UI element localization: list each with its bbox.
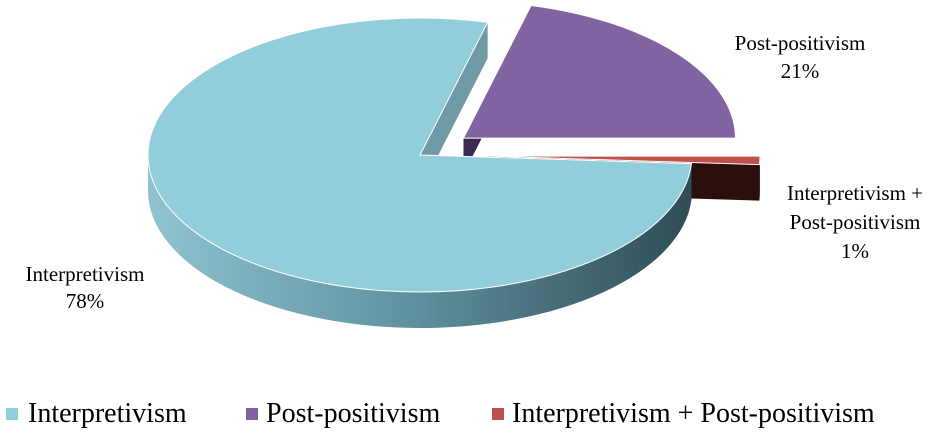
label-combined-name-line2: Post-positivism (790, 210, 921, 234)
slice-interpretivism-post-positivism (487, 155, 761, 166)
label-combined-value: 1% (841, 239, 869, 263)
slice-inner-wall-0 (420, 22, 488, 191)
slice-interpretivism (147, 17, 693, 293)
label-post-positivism-value: 21% (781, 59, 820, 83)
legend-label-interpretivism: Interpretivism (28, 398, 187, 429)
legend: Interpretivism Post-positivism Interpret… (6, 398, 875, 429)
legend-swatch-post-positivism (246, 408, 258, 420)
label-interpretivism-value: 78% (66, 289, 105, 313)
legend-label-interpretivism-post-positivism: Interpretivism + Post-positivism (512, 398, 875, 429)
slice-post-positivism (462, 4, 736, 139)
pie-slices (147, 4, 761, 328)
label-interpretivism-post-positivism: Interpretivism + Post-positivism 1% (787, 181, 923, 263)
label-combined-name-line1: Interpretivism + (787, 181, 923, 205)
label-post-positivism-name: Post-positivism (735, 31, 866, 55)
slice-side-2 (759, 156, 760, 201)
legend-swatch-interpretivism (6, 408, 18, 420)
legend-swatch-interpretivism-post-positivism (492, 408, 504, 420)
label-post-positivism: Post-positivism 21% (735, 31, 866, 83)
label-interpretivism: Interpretivism 78% (26, 262, 145, 313)
slice-side-0 (148, 155, 692, 328)
legend-label-post-positivism: Post-positivism (266, 398, 440, 429)
label-interpretivism-name: Interpretivism (26, 262, 145, 286)
